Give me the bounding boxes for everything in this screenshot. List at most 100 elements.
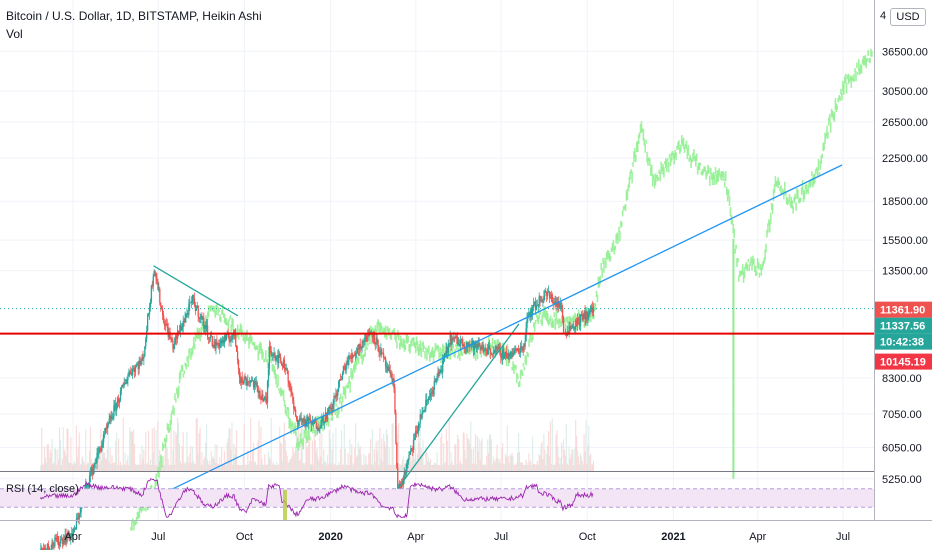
volume-bar	[451, 461, 453, 471]
projection-candle	[866, 58, 869, 62]
volume-bar	[490, 439, 492, 471]
candle-body	[506, 357, 509, 359]
volume-bar	[591, 464, 593, 471]
volume-bar	[569, 458, 571, 471]
projection-candle	[712, 172, 715, 180]
volume-bar	[568, 445, 570, 471]
projection-candle	[489, 343, 492, 353]
trendline[interactable]	[171, 164, 843, 491]
candle-body	[416, 432, 419, 434]
candle-body	[309, 419, 312, 423]
projection-candle	[287, 407, 290, 419]
projection-candle	[472, 345, 474, 352]
candle-body	[448, 343, 450, 345]
volume-bar	[509, 454, 511, 471]
trendline[interactable]	[153, 265, 239, 317]
trendline[interactable]	[396, 323, 520, 490]
projection-candle	[828, 113, 831, 123]
projection-candle	[143, 507, 145, 511]
projection-candle	[551, 318, 554, 329]
candle-body	[329, 406, 331, 409]
volume-bar	[325, 464, 328, 471]
projection-candle	[390, 332, 393, 341]
volume-bar	[132, 429, 135, 471]
projection-candle	[209, 305, 212, 312]
projection-candle	[536, 315, 539, 322]
candle-body	[514, 349, 516, 351]
candle-body	[384, 357, 387, 367]
volume-bar	[186, 431, 188, 471]
candle-body	[44, 548, 47, 550]
rsi-highlight	[283, 490, 287, 520]
volume-bar	[578, 464, 581, 471]
candle-body	[364, 334, 366, 341]
projection-candle	[568, 315, 571, 322]
projection-candle	[822, 142, 824, 152]
volume-bar	[253, 461, 255, 471]
volume-bar	[239, 464, 241, 471]
volume-bar	[458, 439, 460, 471]
volume-bar	[511, 452, 513, 471]
projection-candle	[748, 264, 750, 271]
projection-candle	[225, 318, 228, 325]
projection-candle	[768, 219, 770, 225]
currency-button[interactable]: USD	[890, 8, 926, 26]
projection-candle	[693, 149, 695, 159]
projection-candle	[336, 409, 338, 418]
volume-bar	[87, 463, 90, 471]
projection-candle	[671, 150, 674, 156]
projection-candle	[316, 416, 319, 428]
projection-candle	[661, 166, 663, 171]
volume-bar	[245, 464, 247, 471]
projection-candle	[414, 342, 417, 353]
projection-candle	[455, 343, 457, 348]
candle-body	[590, 306, 592, 312]
candle-body	[354, 355, 356, 357]
volume-label[interactable]: Vol	[6, 27, 23, 41]
volume-bar	[497, 458, 499, 471]
projection-candle	[280, 387, 282, 397]
candle-body	[206, 325, 209, 338]
price-tick-label: 36500.00	[882, 46, 928, 58]
volume-bar	[75, 425, 78, 471]
price-tick-label: 8300.00	[882, 373, 922, 385]
projection-candle	[200, 327, 202, 338]
candle-body	[510, 352, 512, 354]
candle-body	[204, 325, 206, 329]
projection-candle	[378, 321, 380, 333]
drawn-lines[interactable]	[0, 164, 874, 491]
projection-candle	[613, 246, 616, 255]
projection-candle	[267, 346, 270, 358]
volume-bar	[516, 463, 518, 471]
projection-candle	[858, 67, 861, 75]
candle-body	[270, 350, 272, 356]
volume-bar	[500, 464, 502, 471]
projection-candle	[133, 519, 136, 526]
projection-candle	[296, 438, 299, 447]
candle-body	[589, 310, 591, 312]
projection-candle	[183, 370, 186, 374]
volume-bar	[545, 464, 547, 471]
volume-bar	[434, 463, 436, 471]
volume-bar	[150, 465, 152, 471]
candle-body	[202, 317, 204, 320]
projection-candle	[764, 249, 766, 261]
volume-bar	[313, 428, 315, 471]
candle-body	[443, 356, 445, 361]
volume-bar	[55, 448, 57, 471]
candle-body	[323, 416, 325, 424]
volume-bar	[328, 430, 330, 471]
volume-bar	[62, 427, 64, 471]
volume-bar	[455, 444, 457, 471]
projection-candle	[772, 189, 775, 201]
projection-candle	[398, 342, 401, 350]
projection-candle	[570, 318, 573, 328]
projection-candle	[754, 266, 757, 277]
projection-candle	[352, 368, 354, 378]
time-tick-label: Jul	[151, 531, 165, 543]
candle-body	[518, 352, 521, 354]
projection-candle	[600, 263, 602, 270]
projection-candle	[773, 184, 776, 193]
projection-candle	[843, 83, 845, 95]
